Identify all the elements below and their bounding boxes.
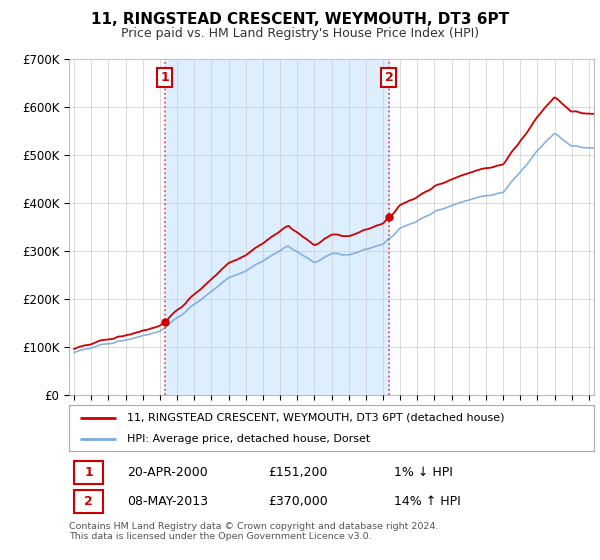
Text: 1: 1 [85,465,93,479]
Bar [165,59,389,395]
Text: 1% ↓ HPI: 1% ↓ HPI [395,465,454,479]
Text: £370,000: £370,000 [269,495,328,508]
Text: Price paid vs. HM Land Registry's House Price Index (HPI): Price paid vs. HM Land Registry's House … [121,27,479,40]
Text: 2: 2 [385,71,394,84]
Text: 11, RINGSTEAD CRESCENT, WEYMOUTH, DT3 6PT (detached house): 11, RINGSTEAD CRESCENT, WEYMOUTH, DT3 6P… [127,413,504,423]
Text: 1: 1 [161,71,169,84]
Text: £151,200: £151,200 [269,465,328,479]
Text: 20-APR-2000: 20-APR-2000 [127,465,208,479]
Text: HPI: Average price, detached house, Dorset: HPI: Average price, detached house, Dors… [127,435,370,444]
Text: 08-MAY-2013: 08-MAY-2013 [127,495,208,508]
FancyBboxPatch shape [74,490,103,513]
Text: 14% ↑ HPI: 14% ↑ HPI [395,495,461,508]
FancyBboxPatch shape [74,460,103,483]
Text: 11, RINGSTEAD CRESCENT, WEYMOUTH, DT3 6PT: 11, RINGSTEAD CRESCENT, WEYMOUTH, DT3 6P… [91,12,509,27]
Text: Contains HM Land Registry data © Crown copyright and database right 2024.
This d: Contains HM Land Registry data © Crown c… [69,522,439,542]
Text: 2: 2 [85,495,93,508]
